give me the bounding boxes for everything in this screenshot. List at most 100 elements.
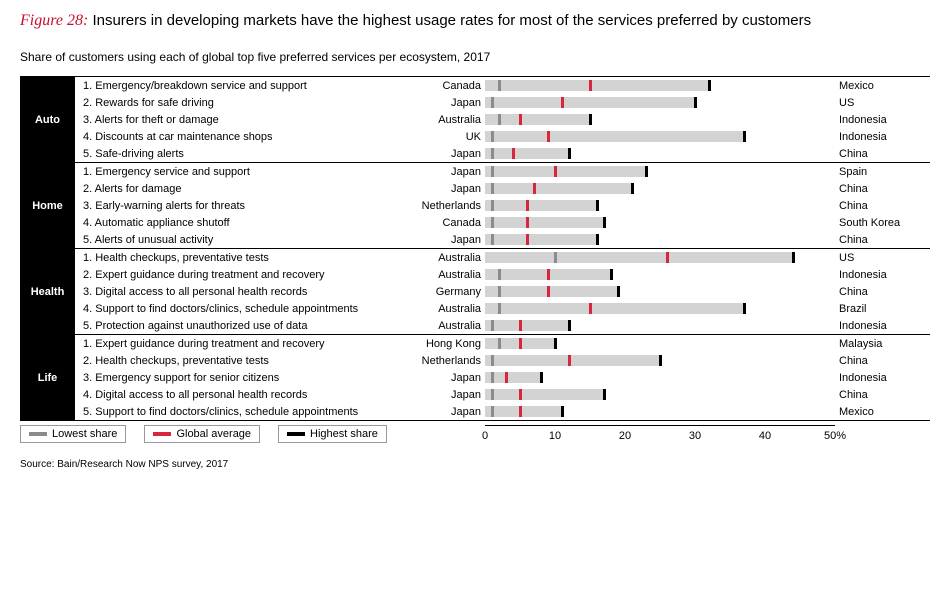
service-label: 1. Expert guidance during treatment and … (75, 338, 410, 350)
service-label: 3. Emergency support for senior citizens (75, 372, 410, 384)
avg-marker (519, 406, 522, 417)
service-label: 2. Rewards for safe driving (75, 97, 410, 109)
low-marker (491, 234, 494, 245)
service-row: 4. Digital access to all personal health… (75, 386, 930, 403)
service-row: 1. Expert guidance during treatment and … (75, 335, 930, 352)
service-label: 3. Digital access to all personal health… (75, 286, 410, 298)
legend-low: Lowest share (20, 425, 126, 443)
low-marker (491, 389, 494, 400)
range-bar (485, 145, 835, 162)
range-bar (485, 369, 835, 386)
service-row: 5. Alerts of unusual activityJapan China (75, 231, 930, 248)
high-country-label: Brazil (835, 303, 915, 315)
high-marker (596, 200, 599, 211)
high-marker (708, 80, 711, 91)
low-country-label: Japan (410, 148, 485, 160)
high-country-label: China (835, 148, 915, 160)
service-row: 2. Rewards for safe drivingJapanUS (75, 94, 930, 111)
low-marker (491, 97, 494, 108)
x-axis: 01020304050% (485, 425, 835, 426)
avg-marker (519, 114, 522, 125)
avg-marker (519, 389, 522, 400)
high-country-label: Indonesia (835, 320, 915, 332)
avg-marker (589, 80, 592, 91)
low-marker (554, 252, 557, 263)
low-country-label: Netherlands (410, 355, 485, 367)
low-country-label: Hong Kong (410, 338, 485, 350)
high-country-label: South Korea (835, 217, 915, 229)
avg-marker (526, 200, 529, 211)
range-bar (485, 214, 835, 231)
service-row: 4. Automatic appliance shutoffCanadaSout… (75, 214, 930, 231)
low-country-label: Canada (410, 80, 485, 92)
low-country-label: Japan (410, 183, 485, 195)
service-label: 3. Early-warning alerts for threats (75, 200, 410, 212)
service-label: 4. Automatic appliance shutoff (75, 217, 410, 229)
avg-marker (568, 355, 571, 366)
range-bar (485, 386, 835, 403)
high-country-label: China (835, 200, 915, 212)
service-label: 5. Alerts of unusual activity (75, 234, 410, 246)
avg-marker (505, 372, 508, 383)
low-country-label: Netherlands (410, 200, 485, 212)
avg-marker (526, 217, 529, 228)
high-marker (554, 338, 557, 349)
high-country-label: Indonesia (835, 131, 915, 143)
service-label: 5. Support to find doctors/clinics, sche… (75, 406, 410, 418)
low-country-label: Japan (410, 97, 485, 109)
source: Source: Bain/Research Now NPS survey, 20… (20, 459, 930, 470)
low-marker (491, 200, 494, 211)
avg-marker (547, 269, 550, 280)
high-country-label: China (835, 286, 915, 298)
category-label: Auto (20, 77, 75, 162)
service-row: 1. Emergency service and supportJapanSpa… (75, 163, 930, 180)
high-country-label: China (835, 389, 915, 401)
low-marker (498, 286, 501, 297)
service-row: 3. Early-warning alerts for threatsNethe… (75, 197, 930, 214)
low-marker (498, 303, 501, 314)
low-marker (491, 131, 494, 142)
high-marker (568, 148, 571, 159)
low-country-label: Japan (410, 234, 485, 246)
range-bar (485, 180, 835, 197)
range-bar (485, 163, 835, 180)
service-label: 4. Support to find doctors/clinics, sche… (75, 303, 410, 315)
avg-marker (666, 252, 669, 263)
high-country-label: Indonesia (835, 114, 915, 126)
high-marker (645, 166, 648, 177)
axis-tick-label: 20 (619, 430, 631, 442)
axis-tick-label: 40 (759, 430, 771, 442)
avg-marker (526, 234, 529, 245)
high-marker (596, 234, 599, 245)
high-marker (617, 286, 620, 297)
low-country-label: Japan (410, 372, 485, 384)
title-text: Insurers in developing markets have the … (92, 12, 811, 29)
high-marker (792, 252, 795, 263)
service-label: 3. Alerts for theft or damage (75, 114, 410, 126)
low-marker (491, 148, 494, 159)
high-country-label: Mexico (835, 406, 915, 418)
range-bar (485, 352, 835, 369)
high-marker (631, 183, 634, 194)
high-marker (589, 114, 592, 125)
high-country-label: Indonesia (835, 372, 915, 384)
axis-tick-label: 0 (482, 430, 488, 442)
high-marker (540, 372, 543, 383)
category-label: Life (20, 335, 75, 420)
low-marker (498, 269, 501, 280)
service-label: 5. Safe-driving alerts (75, 148, 410, 160)
range-bar (485, 335, 835, 352)
category-label: Home (20, 163, 75, 248)
low-country-label: Japan (410, 166, 485, 178)
low-country-label: Australia (410, 114, 485, 126)
avg-marker (561, 97, 564, 108)
service-row: 5. Safe-driving alertsJapan China (75, 145, 930, 162)
service-row: 5. Protection against unauthorized use o… (75, 317, 930, 334)
avg-marker (554, 166, 557, 177)
range-bar (485, 403, 835, 420)
category-label: Health (20, 249, 75, 334)
high-country-label: China (835, 234, 915, 246)
high-country-label: China (835, 355, 915, 367)
low-marker (491, 320, 494, 331)
service-label: 4. Discounts at car maintenance shops (75, 131, 410, 143)
